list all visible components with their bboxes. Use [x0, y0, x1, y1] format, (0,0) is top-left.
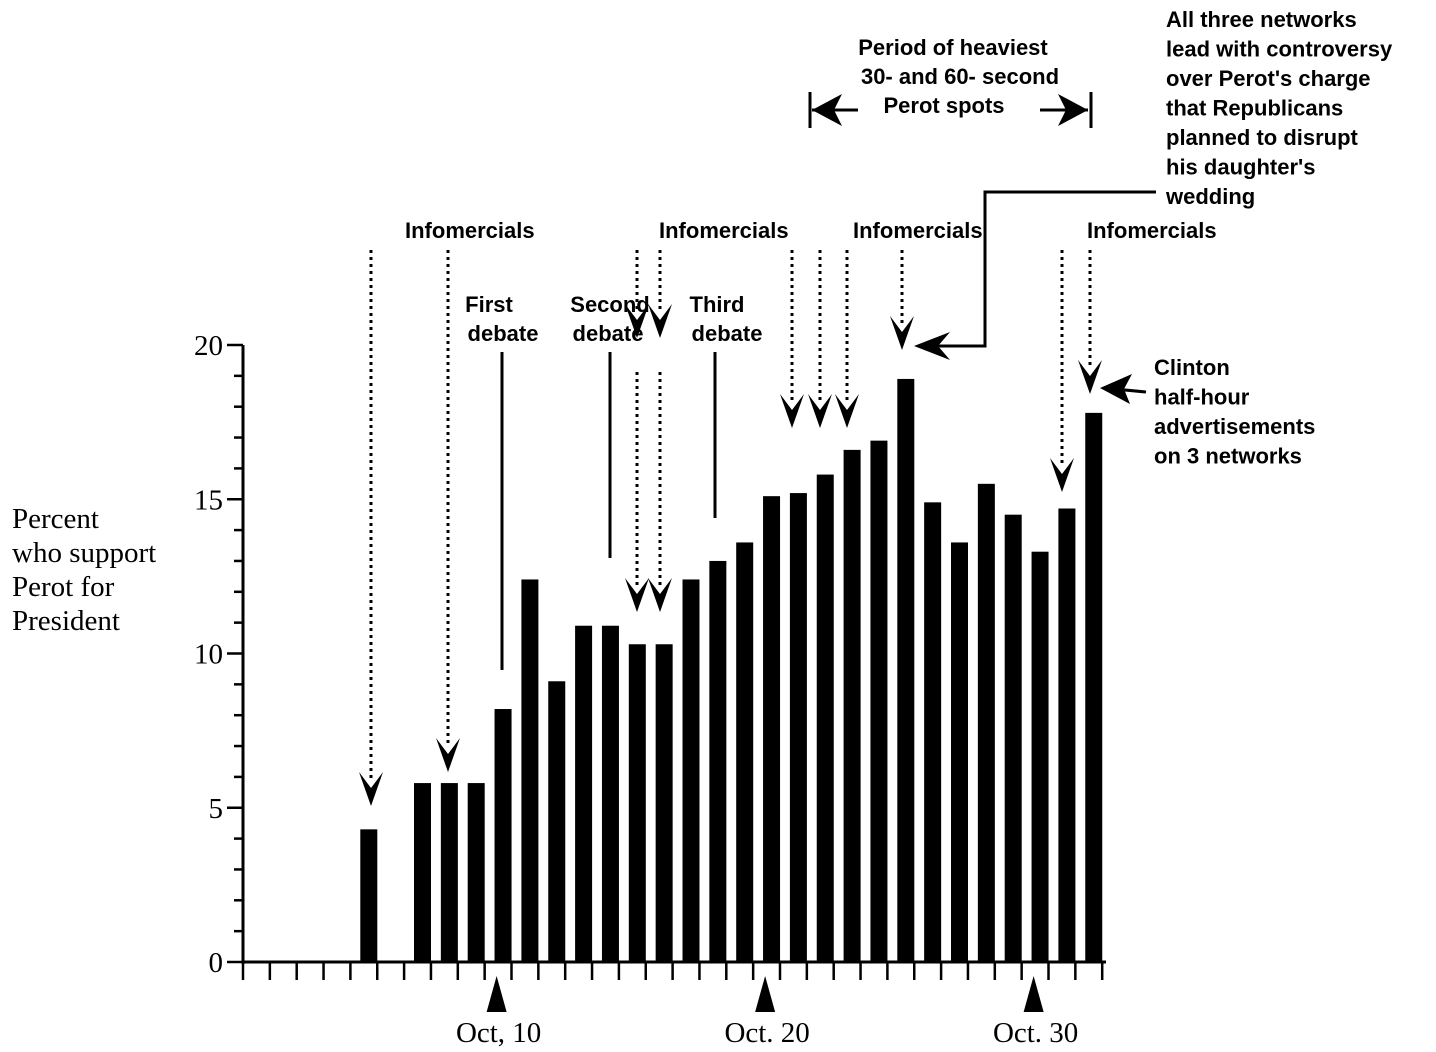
bar [977, 483, 995, 962]
y-tick-label: 15 [194, 484, 223, 516]
y-label-line-2: who support [12, 537, 156, 569]
bar [1085, 412, 1103, 962]
bars [360, 378, 1103, 962]
infomercial-arrow-oct5-head [359, 772, 383, 806]
controversy-line-5: planned to disrupt [1166, 125, 1359, 150]
heaviest-spots-line-1: Period of heaviest [858, 35, 1048, 60]
bar [843, 449, 861, 962]
second-debate-label-2: debate [573, 321, 644, 346]
controversy-line-6: his daughter's [1166, 155, 1315, 180]
clinton-line-4: on 3 networks [1154, 444, 1302, 469]
clinton-line-1: Clinton [1154, 355, 1230, 380]
y-axis-label: Percent who support Perot for President [12, 503, 160, 637]
y-label-line-3: Perot for [12, 571, 115, 603]
bar [548, 681, 566, 962]
first-debate-label-2: debate [468, 321, 539, 346]
bar [467, 783, 485, 962]
y-label-line-4: President [12, 605, 120, 637]
infomercial-arrow-oct15-upper-head [625, 304, 649, 338]
infomercials-label-2: Infomercials [659, 218, 789, 243]
heaviest-spots-line-3: Perot spots [883, 93, 1004, 118]
axes: 0 5 10 15 20 Oct, 10 Oct. 20 Oct. 30 [194, 330, 1106, 1049]
infomercial-arrow-oct8-head [436, 738, 460, 772]
bar [601, 625, 619, 962]
bar [1031, 551, 1049, 962]
infomercial-arrow-oct16-head [648, 578, 672, 612]
bar [655, 644, 673, 962]
bar [628, 644, 646, 962]
spots-arrow-right-head [1058, 94, 1088, 126]
infomercial-arrow-oct23-head [808, 394, 832, 428]
bar [1004, 514, 1022, 962]
x-date-marker [755, 976, 776, 1012]
heaviest-spots-line-2: 30- and 60- second [861, 64, 1059, 89]
second-debate-label-1: Second [570, 292, 649, 317]
x-tick-label: Oct. 30 [993, 1017, 1078, 1049]
infomercial-arrow-nov1-head [1078, 360, 1102, 394]
controversy-line-2: lead with controversy [1166, 37, 1393, 62]
infomercials-label-4: Infomercials [1087, 218, 1217, 243]
y-tick-label: 5 [209, 793, 224, 825]
bar [789, 493, 807, 962]
infomercial-arrow-oct16-upper-head [648, 304, 672, 338]
x-tick-label: Oct. 20 [724, 1017, 809, 1049]
bar [360, 829, 378, 962]
infomercials-label-1: Infomercials [405, 218, 535, 243]
y-tick-label: 20 [194, 330, 223, 362]
y-label-line-1: Percent [12, 503, 99, 535]
bar [763, 496, 781, 962]
bar [682, 579, 700, 962]
controversy-line-1: All three networks [1166, 7, 1357, 32]
x-date-marker [1023, 976, 1044, 1012]
bar [816, 474, 834, 962]
bar [575, 625, 593, 962]
bar [494, 709, 512, 962]
controversy-line-3: over Perot's charge [1166, 66, 1371, 91]
infomercial-arrow-oct31-head [1050, 458, 1074, 492]
infomercial-arrow-oct15-head [625, 578, 649, 612]
infomercials-label-3: Infomercials [853, 218, 983, 243]
bar [414, 783, 431, 962]
third-debate-label-1: Third [690, 292, 745, 317]
clinton-line-2: half-hour [1154, 385, 1250, 410]
infomercial-arrow-oct25-head [890, 316, 914, 350]
annotations: Infomercials Infomercials Infomercials Info… [359, 7, 1393, 806]
controversy-line-7: wedding [1165, 184, 1255, 209]
bar [1058, 508, 1076, 962]
spots-arrow-left-head [812, 94, 842, 126]
bar [709, 560, 727, 962]
bar [951, 542, 968, 962]
clinton-line-3: advertisements [1154, 414, 1315, 439]
bar [924, 502, 942, 962]
clinton-pointer-head [1100, 374, 1132, 404]
y-tick-label: 10 [194, 639, 223, 671]
controversy-pointer-head [914, 332, 950, 360]
third-debate-label-2: debate [692, 321, 763, 346]
bar [736, 542, 754, 962]
bar [897, 378, 915, 962]
bar [521, 579, 539, 962]
first-debate-label-1: First [465, 292, 513, 317]
controversy-line-4: that Republicans [1166, 96, 1343, 121]
x-tick-label: Oct, 10 [456, 1017, 541, 1049]
y-tick-label: 0 [209, 947, 224, 979]
infomercial-arrow-oct22-head [780, 394, 804, 428]
bar [870, 440, 888, 962]
bar [440, 783, 458, 962]
controversy-pointer-line [922, 190, 1156, 348]
infomercial-arrow-oct24-head [835, 394, 859, 428]
x-date-marker [486, 976, 507, 1012]
